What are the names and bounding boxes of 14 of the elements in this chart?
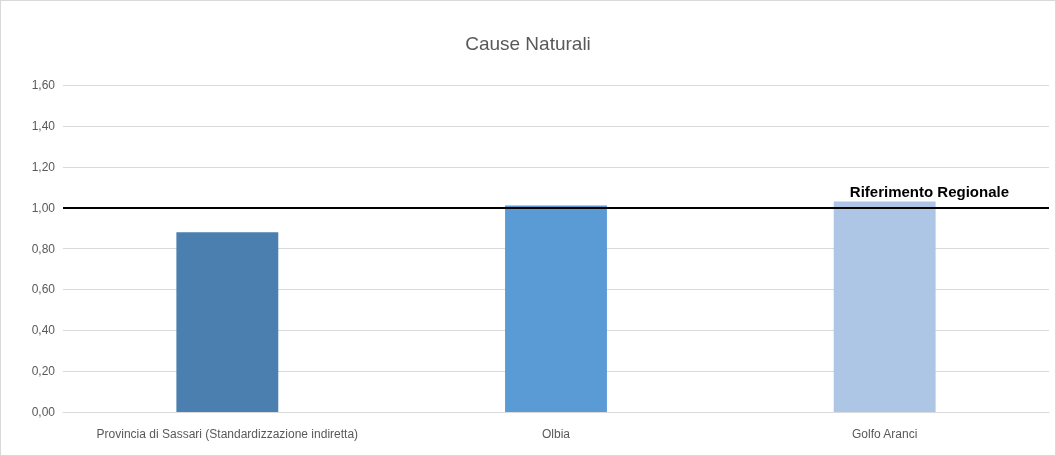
x-tick-label: Provincia di Sassari (Standardizzazione indiretta) <box>96 427 359 441</box>
y-tick-label: 1,00 <box>31 200 56 215</box>
y-tick-label: 1,60 <box>31 78 56 92</box>
y-tick-label: 0,20 <box>31 364 56 379</box>
x-tick-label: Golfo Aranci <box>851 427 918 441</box>
x-tick-label: Olbia <box>541 427 571 441</box>
y-tick-label: 0,80 <box>31 241 56 256</box>
y-tick-label: 0,60 <box>31 282 56 297</box>
y-tick-label: 1,20 <box>31 159 56 174</box>
y-tick-label: 0,00 <box>31 405 56 419</box>
chart-title: Cause Naturali <box>465 33 591 54</box>
ref-line-label: Riferimento Regionale <box>849 182 1009 200</box>
y-tick-label: 0,40 <box>31 323 56 338</box>
y-tick-label: 1,40 <box>31 118 56 133</box>
